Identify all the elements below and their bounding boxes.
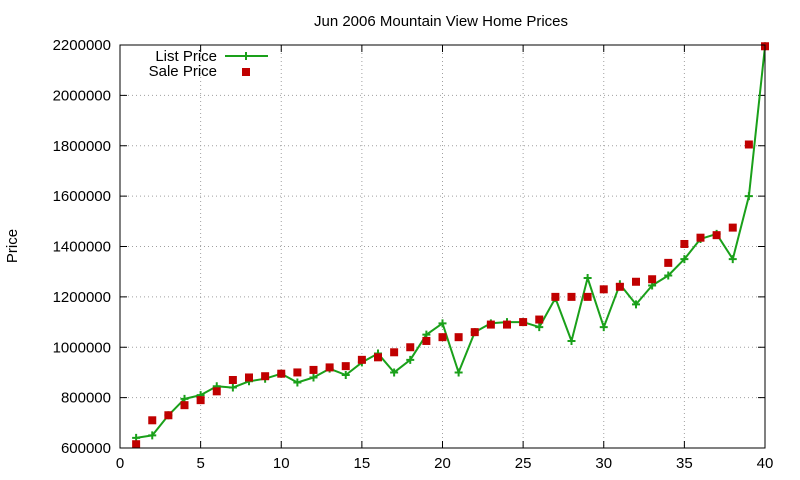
list-price-point: [309, 373, 318, 382]
x-tick-label: 5: [196, 455, 204, 472]
x-tick-label: 0: [116, 455, 124, 472]
list-price-point: [390, 368, 399, 377]
sale-price-point: [551, 292, 560, 301]
sale-price-point: [132, 440, 141, 449]
x-tick-label: 15: [354, 455, 371, 472]
x-tick-labels: 0 5 10 15 20 25 30 35 40: [116, 455, 774, 472]
plot-frame: [119, 44, 766, 449]
x-tick-label: 20: [434, 455, 451, 472]
sale-price-point: [567, 292, 576, 301]
sale-price-point: [228, 375, 237, 384]
sale-price-point: [277, 369, 286, 378]
sale-price-point: [309, 365, 318, 374]
y-tick-label: 600000: [61, 440, 111, 457]
sale-price-point: [374, 353, 382, 362]
list-price-point: [438, 319, 447, 328]
sale-price-point: [470, 328, 479, 337]
legend-marker-list-price: [242, 52, 250, 60]
chart-title: Jun 2006 Mountain View Home Prices: [314, 13, 568, 30]
sale-price-point: [503, 320, 511, 329]
sale-price-point: [438, 333, 447, 342]
sale-price-point: [196, 396, 205, 405]
sale-price-point: [390, 348, 399, 357]
sale-price-point: [341, 362, 350, 371]
sale-price-point: [357, 355, 366, 364]
list-price-point: [535, 323, 544, 332]
sale-price-point: [325, 363, 334, 372]
legend-swatch-sale-price: [242, 68, 250, 76]
sale-price-point: [680, 239, 689, 248]
x-tick-label: 35: [676, 455, 693, 472]
y-tick-label: 1200000: [53, 289, 111, 306]
list-price-line: [135, 46, 766, 439]
sale-price-point: [728, 223, 737, 232]
sale-price-point: [712, 231, 721, 240]
sale-price-point: [212, 387, 221, 396]
list-price-point: [744, 192, 753, 201]
list-price-point: [567, 336, 576, 345]
sale-price-point: [293, 368, 302, 377]
y-tick-label: 1400000: [53, 239, 111, 256]
list-price-point: [599, 323, 608, 332]
sale-price-point: [164, 411, 173, 420]
list-price-point: [664, 271, 673, 280]
x-tick-label: 40: [757, 455, 774, 472]
legend-label-sale-price: Sale Price: [149, 63, 217, 80]
list-price-point: [406, 355, 415, 364]
sale-price-point: [744, 140, 753, 149]
sale-price-point: [535, 315, 544, 324]
sale-price-point: [422, 336, 431, 345]
series-sale-price: [132, 42, 769, 449]
x-tick-label: 25: [515, 455, 532, 472]
y-tick-label: 2000000: [53, 87, 111, 104]
y-tick-label: 1000000: [53, 339, 111, 356]
sale-price-point: [486, 320, 495, 329]
list-price-point: [228, 383, 237, 392]
sale-price-point: [696, 233, 705, 242]
legend-label-list-price: List Price: [155, 48, 217, 65]
sale-price-point: [632, 277, 640, 286]
sale-price-point: [615, 282, 624, 291]
x-tick-label: 30: [595, 455, 612, 472]
list-price-point: [728, 255, 737, 264]
sale-price-point: [599, 285, 608, 294]
sale-price-point: [406, 343, 415, 352]
y-tick-label: 800000: [61, 390, 111, 407]
sale-price-point: [648, 275, 657, 284]
list-price-point: [454, 368, 463, 377]
x-tick-label: 10: [273, 455, 290, 472]
list-price-point: [680, 255, 689, 264]
sale-price-point: [245, 373, 253, 382]
sale-price-point: [454, 333, 463, 342]
list-price-point: [148, 431, 157, 440]
list-price-point: [632, 300, 640, 309]
list-price-point: [341, 370, 350, 379]
sale-price-point: [519, 318, 528, 327]
sale-price-point: [664, 258, 673, 267]
y-tick-labels: 600000 800000 1000000 1200000 1400000 1600000…: [53, 37, 111, 457]
sale-price-point: [583, 292, 592, 301]
y-tick-label: 2200000: [53, 37, 111, 54]
y-tick-label: 1600000: [53, 188, 111, 205]
y-tick-label: 1800000: [53, 138, 111, 155]
sale-price-point: [148, 416, 157, 425]
sale-price-point: [180, 401, 189, 410]
list-price-point: [583, 273, 592, 282]
sale-price-point: [261, 372, 270, 381]
series-list-price: [132, 42, 769, 442]
list-price-point: [293, 378, 302, 387]
y-axis-label: Price: [4, 229, 21, 263]
